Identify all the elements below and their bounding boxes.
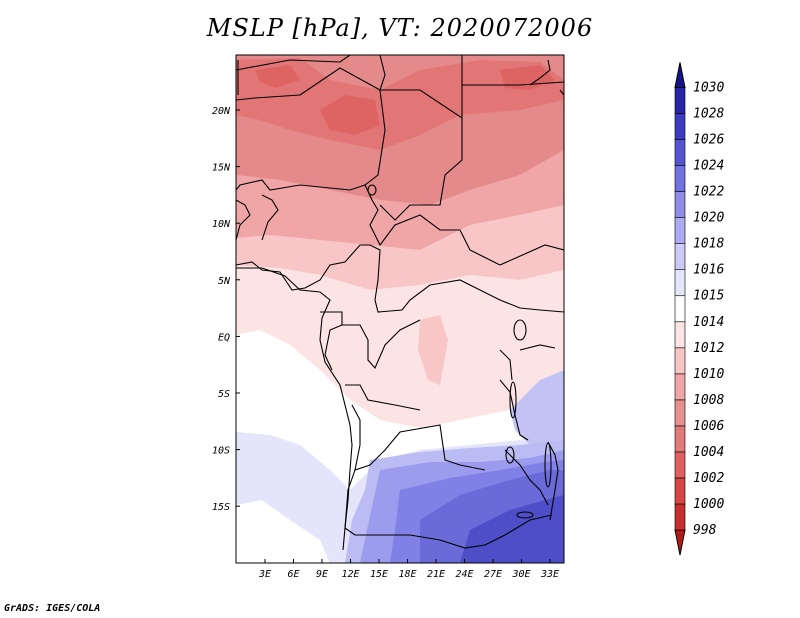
latitude-axis: 20N 15N 10N 5N EQ 5S 10S 15S	[212, 106, 240, 513]
coastline-east	[529, 59, 564, 96]
pressure-band-1004	[255, 65, 555, 135]
colorbar-legend: 998 1000 1002 1004 1006 1008 1010 1012 1014 1015 1…	[674, 62, 724, 556]
lat-tick-label: 10S	[212, 446, 230, 457]
lon-tick-label: 12E	[341, 569, 359, 580]
pressure-band-1012	[236, 205, 564, 290]
colorbar-level-label: 1004	[693, 445, 724, 460]
colorbar-bin	[674, 62, 686, 88]
colorbar-level-label: 1014	[693, 315, 724, 330]
lat-tick-label: 10N	[212, 219, 231, 230]
colorbar-bin	[674, 269, 686, 297]
map-title: MSLP [hPa], VT: 2020072006	[206, 14, 594, 42]
colorbar-bin	[674, 295, 686, 323]
colorbar-level-label: 1028	[693, 107, 724, 122]
colorbar-bin	[674, 425, 686, 453]
colorbar-level-label: 1002	[693, 471, 724, 486]
lon-tick-label: 21E	[427, 569, 445, 580]
colorbar-bin	[674, 191, 686, 218]
colorbar-level-label: 1015	[693, 289, 724, 304]
pressure-band-1016-east	[510, 370, 564, 445]
pressure-band-1006	[236, 58, 564, 150]
lat-tick-label: 15N	[212, 163, 231, 174]
colorbar-bin	[674, 529, 686, 556]
colorbar-bin	[674, 139, 686, 166]
pressure-band-1015	[236, 330, 564, 490]
lon-tick-label: 18E	[398, 569, 416, 580]
colorbar-bin	[674, 87, 686, 114]
pressure-band-1010	[236, 150, 564, 250]
colorbar-level-label: 1030	[693, 81, 724, 96]
colorbar-level-label: 1008	[693, 393, 724, 408]
lon-tick-label: 9E	[316, 569, 328, 580]
colorbar-bin	[674, 113, 686, 140]
colorbar-bin	[674, 165, 686, 192]
pressure-band-1015-patch-sw	[236, 500, 330, 563]
colorbar-bin	[674, 347, 686, 375]
colorbar-level-label: 1018	[693, 237, 724, 252]
lon-tick-label: 27E	[484, 569, 502, 580]
lon-tick-label: 6E	[287, 569, 299, 580]
colorbar-bin	[674, 243, 686, 271]
lat-tick-label: 5N	[218, 276, 231, 287]
colorbar-level-label: 1000	[693, 497, 724, 512]
lat-tick-label: 15S	[212, 502, 230, 513]
pressure-band-1014	[236, 265, 564, 428]
colorbar-level-label: 1010	[693, 367, 724, 382]
map-frame	[235, 54, 565, 564]
colorbar-level-label: 1012	[693, 341, 724, 356]
pressure-band-1026	[460, 495, 564, 563]
lon-tick-label: 33E	[540, 569, 559, 580]
colorbar-bin	[674, 217, 686, 244]
lon-tick-label: 30E	[511, 569, 530, 580]
colorbar-level-label: 1020	[693, 211, 724, 226]
map-panel	[236, 55, 564, 563]
colorbar-level-label: 1026	[693, 133, 724, 148]
colorbar-bin	[674, 399, 686, 427]
colorbar-level-label: 998	[693, 523, 717, 538]
longitude-axis: 3E 6E 9E 12E 15E 18E 21E 24E 27E 30E 33E	[258, 559, 559, 580]
colorbar-level-label: 1016	[693, 263, 724, 278]
colorbar-level-label: 1022	[693, 185, 724, 200]
grads-credit: GrADS: IGES/COLA	[4, 603, 101, 614]
lon-tick-label: 15E	[370, 569, 388, 580]
colorbar-bin	[674, 477, 686, 505]
lat-tick-label: 5S	[218, 389, 230, 400]
lat-tick-label: 20N	[212, 106, 231, 117]
colorbar-bin	[674, 321, 686, 349]
coastline	[236, 267, 353, 551]
lakes	[367, 184, 552, 519]
colorbar-level-label: 1024	[693, 159, 724, 174]
pressure-band-1012-patch	[418, 315, 448, 385]
lat-tick-label: EQ	[218, 332, 230, 343]
lon-tick-label: 24E	[455, 569, 473, 580]
colorbar-bin	[674, 451, 686, 479]
colorbar-bin	[674, 373, 686, 401]
lon-tick-label: 3E	[258, 569, 271, 580]
colorbar-bin	[674, 503, 686, 531]
colorbar-level-label: 1006	[693, 419, 724, 434]
